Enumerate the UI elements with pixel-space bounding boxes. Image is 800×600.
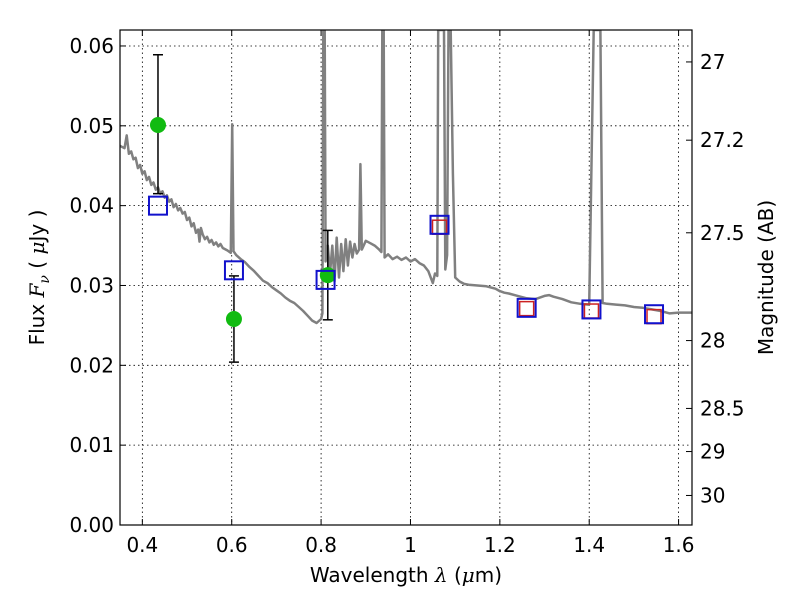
model-square-blue bbox=[644, 304, 665, 325]
model-square-blue bbox=[315, 269, 336, 290]
model-square-red bbox=[518, 300, 535, 317]
model-square-red bbox=[583, 303, 600, 319]
y-axis-title: Flux Fν ( μJy ) bbox=[25, 210, 53, 346]
x-axis-title: Wavelength λ (μm) bbox=[310, 563, 502, 587]
grid-layer bbox=[120, 30, 692, 525]
y-tick-label: 0.03 bbox=[69, 273, 114, 297]
model-sed-line bbox=[120, 30, 692, 325]
y2-tick-label: 27.2 bbox=[700, 128, 745, 152]
x-tick-label: 1.2 bbox=[484, 533, 516, 557]
x-tick-label: 1 bbox=[404, 533, 417, 557]
model-square-blue bbox=[147, 195, 168, 216]
observed-point bbox=[319, 267, 336, 284]
x-tick-label: 0.6 bbox=[216, 533, 248, 557]
x-tick-label: 0.4 bbox=[126, 533, 158, 557]
observed-point bbox=[149, 117, 166, 134]
y-tick-label: 0.06 bbox=[69, 34, 114, 58]
observed-point bbox=[225, 311, 242, 328]
y2-axis-title: Magnitude (AB) bbox=[754, 200, 778, 355]
y-tick-label: 0.00 bbox=[69, 513, 114, 537]
y-tick-label: 0.01 bbox=[69, 433, 114, 457]
y2-tick-label: 28.5 bbox=[700, 396, 745, 420]
model-square-blue bbox=[581, 299, 602, 320]
x-tick-label: 1.6 bbox=[663, 533, 695, 557]
y-tick-label: 0.05 bbox=[69, 114, 114, 138]
marker-layer bbox=[147, 54, 665, 363]
y2-tick-label: 27.5 bbox=[700, 221, 745, 245]
x-tick-label: 1.4 bbox=[573, 533, 605, 557]
model-square-blue bbox=[429, 214, 450, 235]
y2-tick-label: 30 bbox=[700, 483, 725, 507]
tick-layer: 0.4 0.6 0.8 1 1.2 1.4 1.6 0.00 0.01 0.02 0.03 0.04 0… bbox=[69, 30, 745, 557]
y2-tick-label: 28 bbox=[700, 329, 725, 353]
plot-frame bbox=[119, 29, 693, 526]
model-square-blue bbox=[223, 260, 244, 281]
model-square-blue bbox=[516, 297, 537, 318]
y2-tick-label: 27 bbox=[700, 50, 725, 74]
plot-layer bbox=[120, 30, 692, 325]
y-tick-label: 0.04 bbox=[69, 194, 114, 218]
x-tick-label: 0.8 bbox=[305, 533, 337, 557]
y-tick-label: 0.02 bbox=[69, 353, 114, 377]
y2-tick-label: 29 bbox=[700, 440, 725, 464]
